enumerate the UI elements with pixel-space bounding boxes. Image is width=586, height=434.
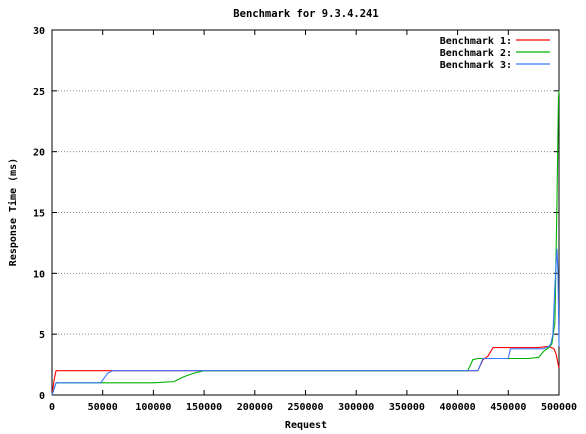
- x-tick-label: 450000: [490, 402, 526, 413]
- y-tick-label: 10: [33, 269, 45, 280]
- series-layer: [51, 90, 560, 396]
- x-tick-label: 200000: [237, 402, 273, 413]
- y-tick-label: 20: [33, 148, 45, 159]
- x-tick-label: 150000: [186, 402, 222, 413]
- legend-label-benchmark-1: Benchmark 1:: [440, 36, 512, 47]
- x-tick-label: 350000: [389, 402, 425, 413]
- y-tick-label: 30: [33, 26, 45, 37]
- x-tick-label: 500000: [541, 402, 577, 413]
- legend-label-benchmark-2: Benchmark 2:: [440, 48, 512, 59]
- x-axis-label: Request: [285, 420, 327, 431]
- legend-label-benchmark-3: Benchmark 3:: [440, 60, 512, 71]
- y-tick-label: 25: [33, 87, 45, 98]
- chart-title: Benchmark for 9.3.4.241: [233, 8, 378, 20]
- series-line-benchmark-2: [51, 90, 560, 396]
- x-tick-label: 250000: [287, 402, 323, 413]
- y-tick-label: 0: [39, 391, 45, 402]
- plot-frame: [51, 29, 560, 396]
- x-tick-label: 400000: [440, 402, 476, 413]
- y-axis-label: Response Time (ms): [7, 158, 19, 266]
- x-tick-label: 300000: [338, 402, 374, 413]
- legend: Benchmark 1:Benchmark 2:Benchmark 3:: [440, 36, 550, 71]
- grid-layer: [52, 90, 559, 335]
- y-tick-label: 5: [39, 330, 45, 341]
- series-line-benchmark-3: [51, 248, 560, 396]
- ticks-layer: 0 5 10 15 20 25 30 0 50000 100000 150000 200000 2500…: [33, 26, 577, 413]
- x-tick-label: 100000: [135, 402, 171, 413]
- y-tick-label: 15: [33, 209, 45, 220]
- x-tick-label: 0: [49, 402, 55, 413]
- x-tick-label: 50000: [88, 402, 118, 413]
